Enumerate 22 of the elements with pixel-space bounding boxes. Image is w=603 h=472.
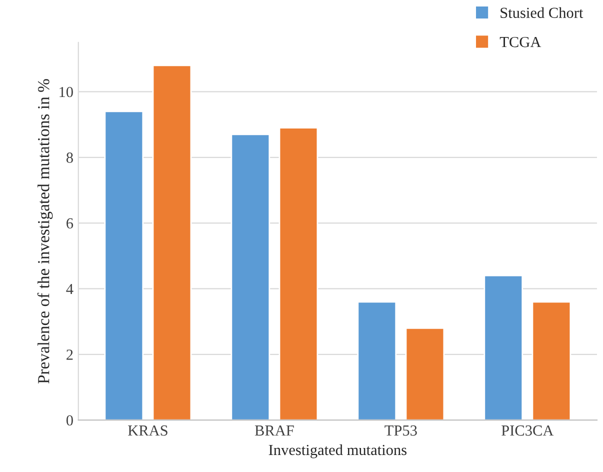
y-axis-title: Prevalence of the investigated mutations in % <box>37 79 53 384</box>
x-tick-label: TP53 <box>384 425 417 436</box>
legend-label: TCGA <box>500 36 542 48</box>
legend-label: Stusied Chort <box>500 7 584 18</box>
y-tick-label: 4 <box>66 284 74 294</box>
bar <box>532 301 572 420</box>
x-tick-label: BRAF <box>254 425 294 436</box>
bar <box>357 301 397 420</box>
y-tick-label: 8 <box>66 152 73 163</box>
bar <box>230 134 270 420</box>
y-tick-label: 10 <box>60 86 73 98</box>
bar <box>278 127 318 420</box>
x-tick-label: PIC3CA <box>502 425 554 436</box>
y-tick-label: 0 <box>66 415 73 426</box>
y-tick-label: 6 <box>66 218 74 229</box>
x-tick-label: KRAS <box>128 425 168 436</box>
bar <box>484 274 524 420</box>
x-axis-title: Investigated mutations <box>268 444 406 458</box>
bar <box>405 327 445 420</box>
bar <box>104 110 144 420</box>
bar <box>152 64 192 420</box>
y-tick-label: 2 <box>66 350 73 360</box>
